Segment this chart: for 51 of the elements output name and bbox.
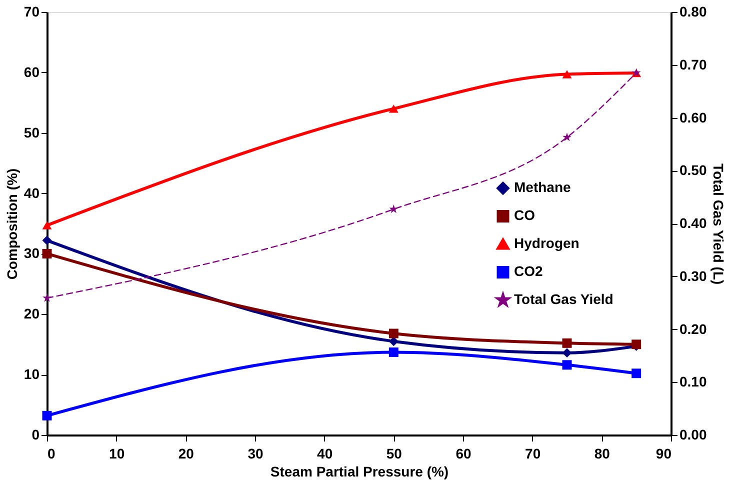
- y-tick-label: 20: [24, 306, 40, 322]
- point: [42, 248, 52, 258]
- y2-tick-label: 0.70: [680, 56, 707, 72]
- point: [42, 293, 52, 302]
- legend-label: Total Gas Yield: [514, 291, 614, 308]
- y2-tick-label: 0.00: [680, 426, 707, 442]
- y-tick-label: 60: [24, 64, 40, 80]
- point: [388, 104, 398, 113]
- x-tick-label: 30: [248, 446, 264, 462]
- y-tick-label: 70: [24, 4, 40, 20]
- point: [388, 347, 398, 357]
- x-tick-label: 20: [178, 446, 194, 462]
- y-tick-label: 10: [24, 366, 40, 382]
- point: [562, 360, 572, 370]
- y2-axis-title: Total Gas Yield (L): [710, 163, 727, 285]
- y2-tick-label: 0.10: [680, 374, 707, 390]
- x-tick-label: 10: [109, 446, 125, 462]
- point: [42, 221, 52, 230]
- y2-tick-label: 0.50: [680, 162, 707, 178]
- x-tick-label: 50: [386, 446, 402, 462]
- y-tick-label: 40: [24, 184, 40, 201]
- point: [632, 368, 642, 378]
- point: [562, 70, 572, 78]
- y2-tick-label: 0.40: [680, 215, 707, 231]
- y2-tick-label: 0.60: [680, 109, 707, 126]
- legend-label: CO: [514, 207, 536, 224]
- x-tick-label: 60: [456, 446, 472, 462]
- point: [562, 132, 572, 142]
- x-tick-label: 70: [525, 446, 541, 462]
- y2-tick-label: 0.30: [680, 268, 707, 284]
- y2-tick-label: 0.20: [680, 320, 707, 337]
- y-tick-label: 50: [24, 124, 40, 140]
- legend-label: Methane: [514, 179, 571, 196]
- point: [42, 236, 52, 246]
- y-tick-label: 30: [24, 245, 40, 262]
- point: [389, 204, 398, 214]
- legend-label: CO2: [514, 263, 543, 280]
- x-tick-label: 0: [48, 446, 56, 462]
- point: [562, 348, 572, 358]
- y2-tick-label: 0.80: [680, 4, 707, 20]
- x-axis-title: Steam Partial Pressure (%): [270, 464, 449, 480]
- y-tick-label: 0: [32, 426, 40, 442]
- x-tick-label: 80: [594, 446, 610, 462]
- y-axis-title: Composition (%): [4, 168, 20, 280]
- point: [388, 336, 398, 346]
- x-tick-label: 90: [656, 446, 672, 462]
- legend-label: Hydrogen: [514, 235, 580, 252]
- point: [42, 410, 52, 420]
- x-tick-label: 40: [317, 446, 333, 462]
- point: [388, 328, 398, 338]
- point: [562, 338, 572, 348]
